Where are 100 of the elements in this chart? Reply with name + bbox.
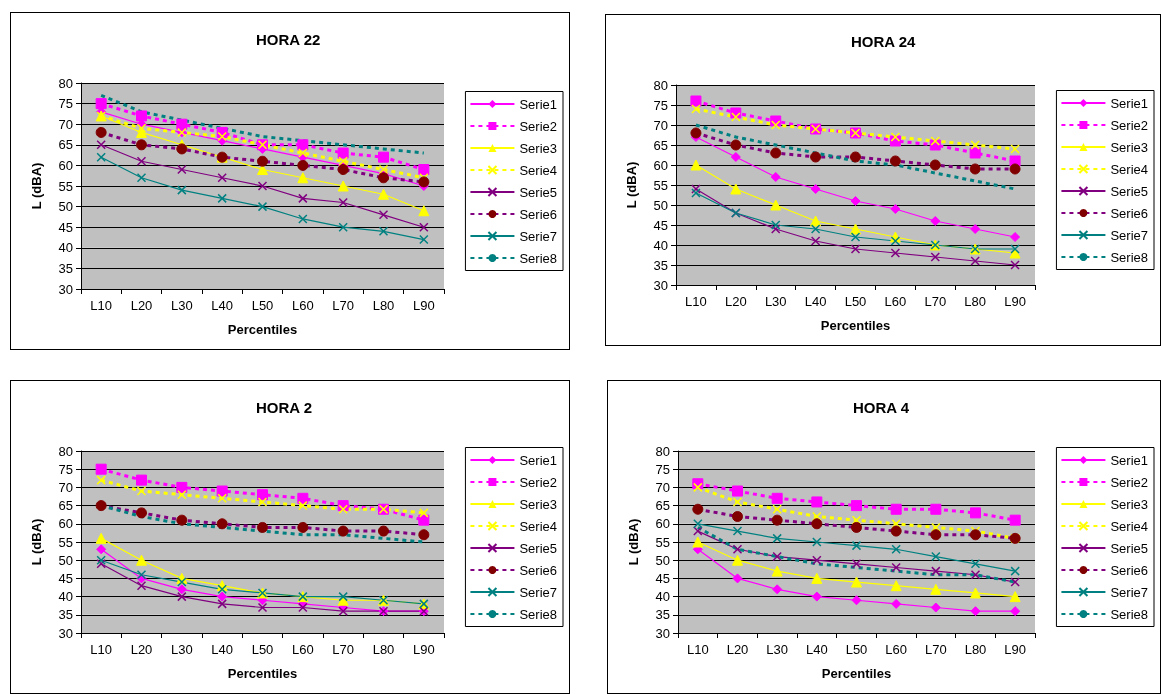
- y-axis-title: L (dBA): [624, 161, 639, 209]
- y-tick-label: 40: [653, 237, 668, 253]
- x-tick-label: L20: [130, 298, 153, 313]
- legend-label: Serie5: [1110, 183, 1148, 199]
- y-tick-label: 30: [655, 625, 670, 641]
- y-tick-label: 35: [655, 607, 670, 623]
- y-tick-label: 65: [58, 498, 73, 514]
- legend-label: Serie7: [1110, 584, 1148, 600]
- x-tick-label: L60: [291, 642, 314, 657]
- y-tick-label: 45: [58, 570, 73, 586]
- x-tick-label: L70: [924, 642, 947, 657]
- y-tick-label: 80: [655, 443, 670, 459]
- y-tick-label: 75: [58, 461, 73, 477]
- y-tick-label: 80: [58, 75, 73, 91]
- y-tick-label: 80: [653, 77, 668, 93]
- legend-label: Serie7: [519, 584, 557, 600]
- y-tick-label: 75: [655, 461, 670, 477]
- x-axis-title: Percentiles: [227, 666, 298, 681]
- x-tick-label: L90: [1004, 642, 1027, 657]
- y-tick-label: 55: [58, 178, 73, 194]
- legend-label: Serie1: [1110, 95, 1148, 111]
- x-tick-label: L50: [845, 642, 868, 657]
- y-axis-title: L (dBA): [626, 518, 641, 566]
- y-axis-title: L (dBA): [29, 162, 44, 210]
- x-tick-label: L70: [332, 642, 355, 657]
- x-tick-label: L10: [90, 642, 113, 657]
- legend-label: Serie5: [1110, 540, 1148, 556]
- legend-label: Serie2: [519, 474, 557, 490]
- y-tick-label: 40: [655, 589, 670, 605]
- y-tick-label: 60: [653, 157, 668, 173]
- y-tick-label: 70: [58, 116, 73, 132]
- y-tick-label: 50: [58, 199, 73, 215]
- legend-label: Serie2: [519, 118, 557, 134]
- legend-label: Serie3: [519, 496, 557, 512]
- legend-label: Serie5: [519, 184, 557, 200]
- legend-label: Serie1: [519, 96, 557, 112]
- x-tick-label: L30: [766, 642, 789, 657]
- x-tick-label: L80: [964, 642, 987, 657]
- x-axis-title: Percentiles: [821, 666, 892, 681]
- legend-label: Serie4: [1110, 161, 1148, 177]
- x-tick-label: L90: [412, 642, 435, 657]
- y-tick-label: 75: [58, 96, 73, 112]
- x-tick-label: L40: [211, 298, 234, 313]
- x-tick-label: L70: [332, 298, 355, 313]
- y-tick-label: 75: [653, 97, 668, 113]
- y-tick-label: 30: [653, 277, 668, 293]
- y-tick-label: 50: [655, 552, 670, 568]
- x-tick-label: L80: [372, 642, 395, 657]
- y-tick-label: 45: [655, 570, 670, 586]
- x-tick-label: L60: [884, 294, 907, 309]
- chart-title: HORA 22: [256, 31, 321, 48]
- legend-label: Serie2: [1110, 474, 1148, 490]
- legend-label: Serie4: [519, 518, 557, 534]
- x-tick-label: L80: [964, 294, 987, 309]
- x-tick-label: L50: [844, 294, 867, 309]
- legend-label: Serie8: [519, 606, 557, 622]
- legend-label: Serie6: [1110, 205, 1148, 221]
- y-tick-label: 50: [58, 552, 73, 568]
- legend-label: Serie8: [519, 250, 557, 266]
- y-tick-label: 45: [653, 217, 668, 233]
- x-tick-label: L60: [291, 298, 314, 313]
- x-tick-label: L10: [90, 298, 113, 313]
- x-tick-label: L90: [412, 298, 435, 313]
- x-tick-label: L20: [726, 642, 749, 657]
- legend-label: Serie4: [1110, 518, 1148, 534]
- chart-title: HORA 4: [853, 399, 910, 416]
- legend-label: Serie4: [519, 162, 557, 178]
- y-tick-label: 35: [58, 260, 73, 276]
- legend-label: Serie3: [519, 140, 557, 156]
- y-tick-label: 65: [653, 137, 668, 153]
- x-tick-label: L20: [130, 642, 153, 657]
- y-tick-label: 60: [58, 157, 73, 173]
- y-tick-label: 45: [58, 219, 73, 235]
- x-tick-label: L30: [764, 294, 787, 309]
- x-tick-label: L50: [251, 298, 274, 313]
- chart-title: HORA 24: [851, 33, 917, 50]
- legend-label: Serie3: [1110, 139, 1148, 155]
- legend-label: Serie8: [1110, 249, 1148, 265]
- x-tick-label: L30: [170, 298, 193, 313]
- legend-label: Serie7: [519, 228, 557, 244]
- x-tick-label: L80: [372, 298, 395, 313]
- x-axis-title: Percentiles: [227, 322, 298, 337]
- x-tick-label: L60: [885, 642, 908, 657]
- x-tick-label: L40: [805, 642, 828, 657]
- x-axis-title: Percentiles: [820, 318, 891, 333]
- y-axis-title: L (dBA): [29, 518, 44, 566]
- legend-label: Serie8: [1110, 606, 1148, 622]
- y-tick-label: 35: [58, 607, 73, 623]
- y-tick-label: 70: [655, 479, 670, 495]
- y-tick-label: 55: [655, 534, 670, 550]
- y-tick-label: 70: [653, 117, 668, 133]
- y-tick-label: 40: [58, 240, 73, 256]
- x-tick-label: L70: [924, 294, 947, 309]
- y-tick-label: 55: [58, 534, 73, 550]
- legend-label: Serie6: [519, 206, 557, 222]
- x-tick-label: L30: [170, 642, 193, 657]
- legend-label: Serie2: [1110, 117, 1148, 133]
- y-tick-label: 65: [655, 498, 670, 514]
- x-tick-label: L20: [724, 294, 747, 309]
- y-tick-label: 60: [655, 516, 670, 532]
